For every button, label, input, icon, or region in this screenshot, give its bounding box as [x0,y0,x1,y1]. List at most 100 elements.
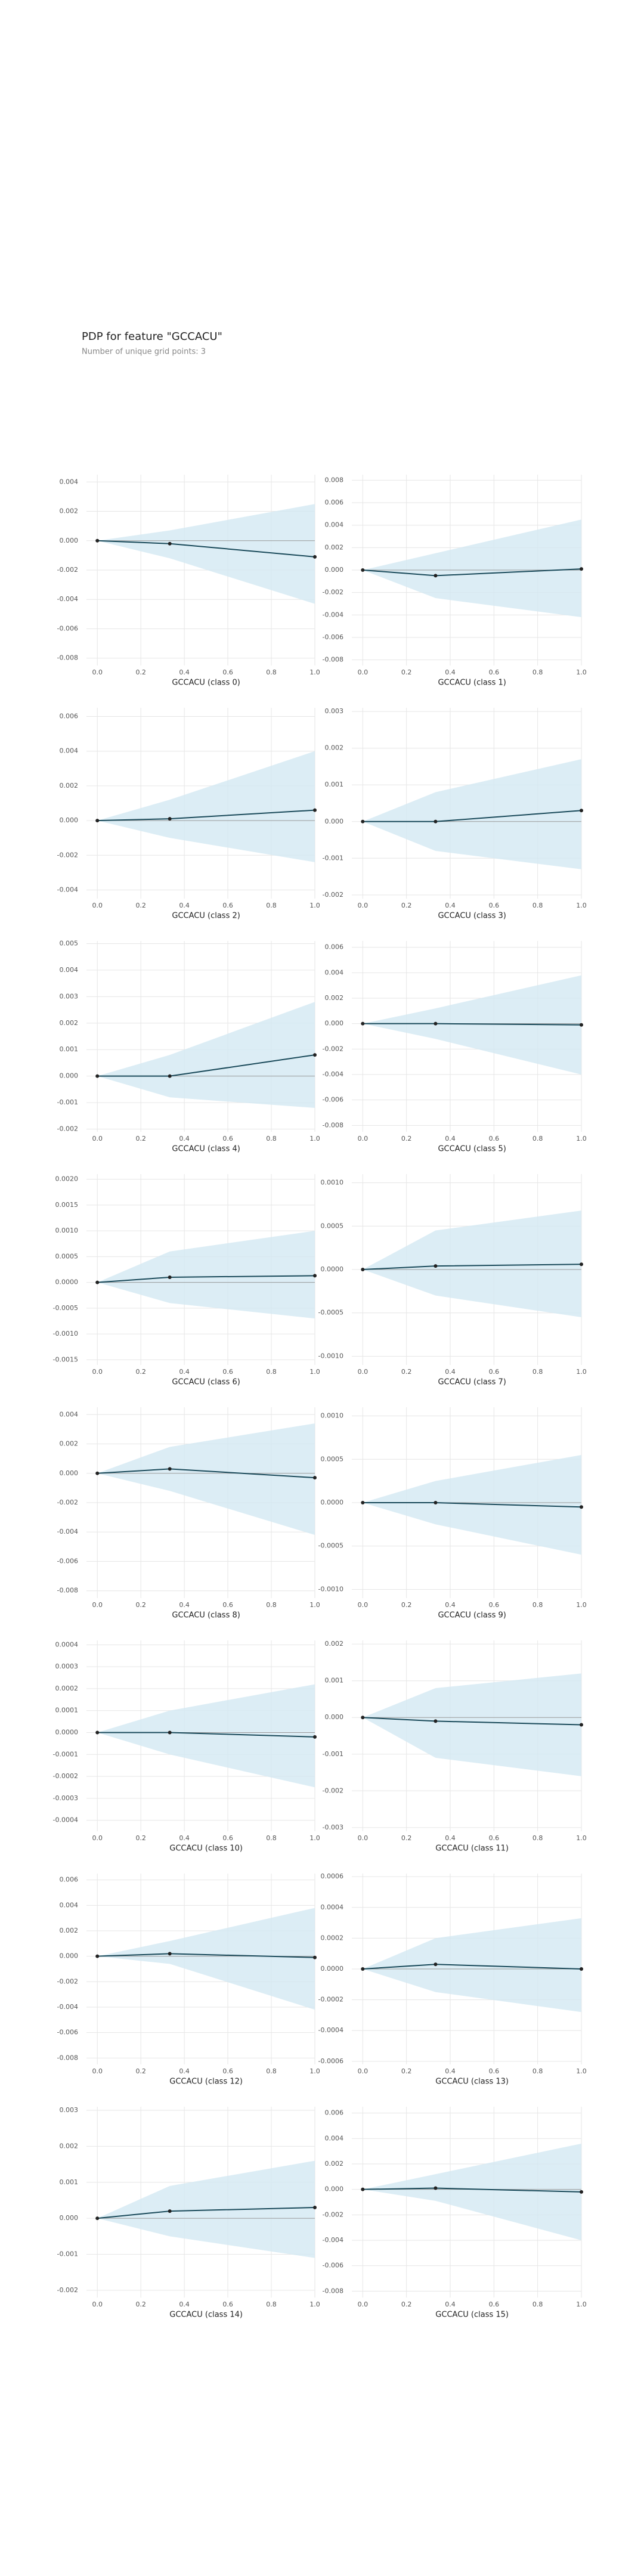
y-tick-label: -0.008 [57,2054,78,2061]
y-tick-label: -0.006 [57,1557,78,1565]
y-tick-label: 0.004 [60,1901,79,1909]
y-tick-label: -0.001 [323,854,343,862]
y-tick-label: -0.0004 [53,1816,78,1824]
y-tick-label: 0.0002 [321,1934,344,1942]
y-tick-label: 0.000 [60,2214,79,2222]
y-tick-label: -0.0005 [318,1542,343,1550]
y-tick-label: -0.0010 [318,1585,343,1593]
y-tick-label: 0.003 [60,992,79,1000]
x-tick-label: 0.6 [489,2301,500,2308]
x-tick-label: 1.0 [309,2301,320,2308]
x-tick-label: 1.0 [309,668,320,676]
x-tick-label: 0.2 [135,1368,146,1376]
confidence-band [97,2160,315,2258]
x-tick-label: 0.2 [401,2301,412,2308]
x-tick-label: 0.8 [266,2067,277,2075]
y-tick-label: 0.006 [325,943,344,951]
x-axis-label: GCCACU (class 5) [438,1145,506,1154]
y-tick-label: -0.0002 [318,1996,343,2004]
pdp-point [313,1955,317,1959]
x-tick-label: 0.4 [179,1834,190,1842]
y-tick-label: 0.002 [60,507,79,515]
y-tick-label: 0.002 [60,782,79,789]
x-tick-label: 0.4 [179,902,190,909]
x-tick-label: 0.2 [401,1368,412,1376]
y-tick-label: -0.002 [57,851,78,859]
confidence-band [97,504,315,604]
confidence-band [97,1684,315,1788]
y-tick-label: 0.0005 [321,1455,344,1463]
y-tick-label: -0.0003 [53,1794,78,1802]
pdp-point [313,1274,317,1278]
x-tick-label: 0.6 [489,902,500,909]
confidence-band [363,1210,581,1317]
y-tick-label: 0.000 [60,1952,79,1960]
x-tick-label: 0.0 [358,1368,369,1376]
x-tick-label: 0.0 [358,2067,369,2075]
pdp-point [361,2187,365,2191]
x-tick-label: 0.8 [532,1368,543,1376]
x-tick-label: 0.8 [532,668,543,676]
y-tick-label: 0.008 [325,476,344,484]
x-tick-label: 0.0 [92,668,103,676]
y-tick-label: -0.004 [323,2236,343,2244]
x-tick-label: 0.6 [222,2067,233,2075]
y-tick-label: -0.0005 [53,1304,78,1312]
pdp-point [168,1467,172,1471]
y-tick-label: -0.002 [323,589,343,596]
pdp-point [434,574,438,578]
y-tick-label: -0.002 [57,1498,78,1506]
x-axis-label: GCCACU (class 9) [438,1611,506,1620]
pdp-point [434,1719,438,1723]
x-tick-label: 0.2 [401,1135,412,1143]
confidence-band [363,1673,581,1776]
x-tick-label: 0.6 [489,1834,500,1842]
pdp-point [313,808,317,812]
y-tick-label: 0.0010 [321,1179,344,1187]
x-tick-label: 0.4 [445,2067,456,2075]
x-tick-label: 0.4 [445,1601,456,1609]
confidence-band [363,2143,581,2240]
x-tick-label: 0.6 [222,1834,233,1842]
x-axis-label: GCCACU (class 14) [169,2311,243,2320]
y-tick-label: -0.004 [323,1070,343,1078]
y-tick-label: 0.0005 [55,1252,79,1260]
x-tick-label: 0.6 [489,668,500,676]
pdp-point [95,1074,100,1078]
y-tick-label: 0.0002 [55,1685,79,1692]
y-tick-label: 0.0015 [55,1201,79,1209]
x-tick-label: 0.4 [445,1135,456,1143]
pdp-point [580,2190,583,2194]
confidence-band [97,1231,315,1319]
y-tick-label: 0.002 [325,1640,344,1648]
x-tick-label: 0.4 [445,2301,456,2308]
confidence-band [97,1908,315,2010]
y-tick-label: -0.0005 [318,1309,343,1317]
pdp-point [95,538,100,543]
pdp-point [168,1730,172,1735]
y-tick-label: -0.001 [323,1750,343,1758]
y-tick-label: 0.002 [60,1927,79,1934]
x-tick-label: 0.6 [222,2301,233,2308]
pdp-point [434,1264,438,1268]
x-tick-label: 0.4 [179,668,190,676]
x-axis-label: GCCACU (class 11) [435,1844,509,1853]
y-tick-label: -0.001 [57,1098,78,1106]
x-tick-label: 0.4 [445,1834,456,1842]
y-tick-label: -0.002 [57,1977,78,1985]
pdp-point [361,1501,365,1504]
x-tick-label: 0.6 [489,1368,500,1376]
y-tick-label: 0.000 [325,1713,344,1721]
x-tick-label: 0.8 [266,1368,277,1376]
y-tick-label: -0.004 [57,2003,78,2011]
x-tick-label: 0.4 [445,1368,456,1376]
y-tick-label: -0.008 [323,2287,343,2295]
y-tick-label: 0.002 [60,1440,79,1448]
x-tick-label: 0.0 [358,2301,369,2308]
y-tick-label: 0.004 [325,521,344,529]
page-subtitle: Number of unique grid points: 3 [82,348,206,357]
x-axis-label: GCCACU (class 2) [172,912,240,921]
x-tick-label: 0.8 [532,1601,543,1609]
confidence-band [363,519,581,618]
y-tick-label: 0.0000 [321,1265,344,1273]
